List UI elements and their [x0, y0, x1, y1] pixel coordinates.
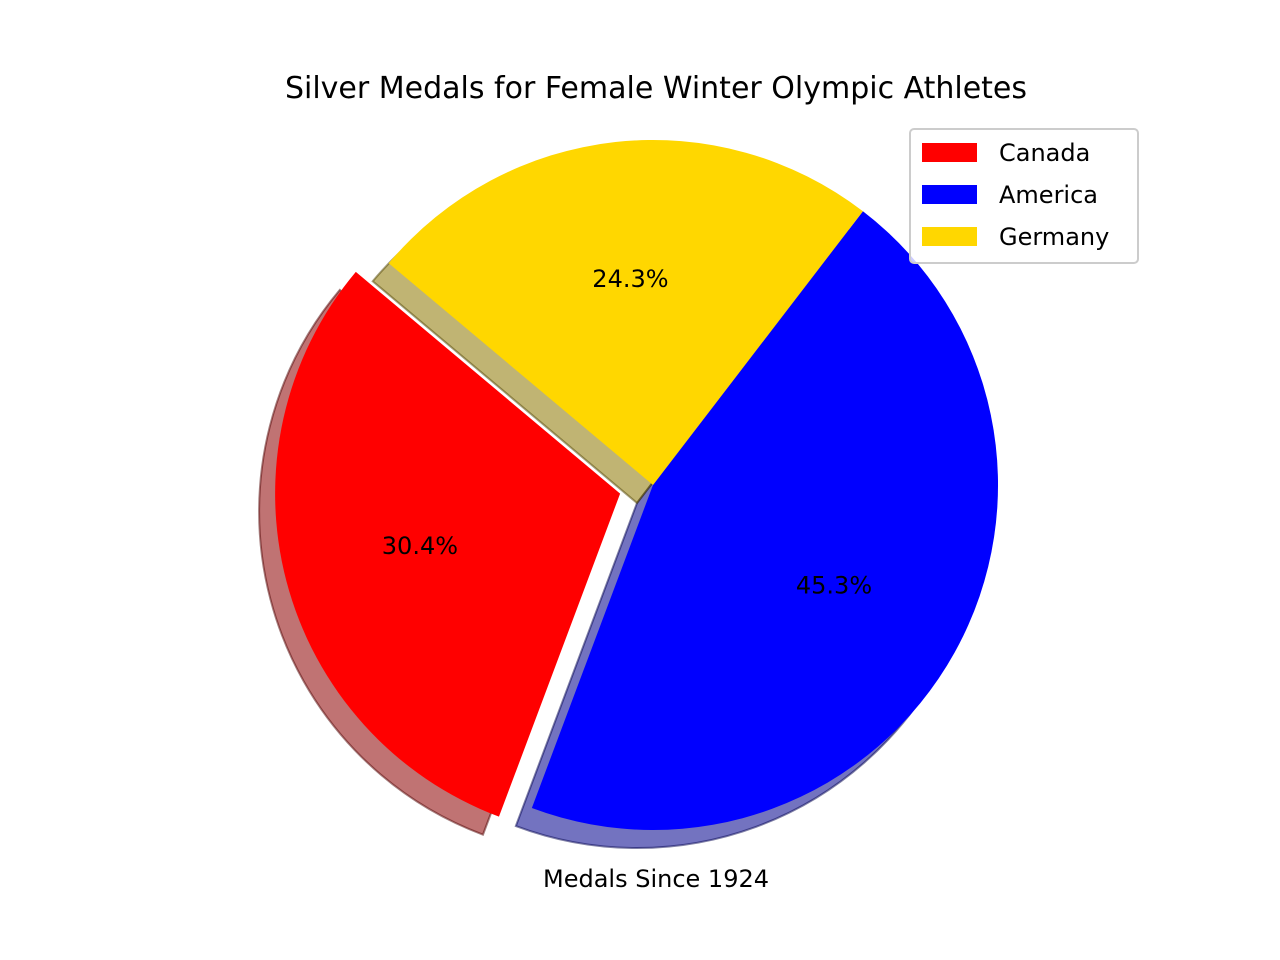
slice-germany [388, 139, 863, 485]
pie-slices [275, 139, 999, 831]
legend-label-germany: Germany [999, 223, 1109, 251]
x-axis-label: Medals Since 1924 [543, 865, 769, 893]
slice-america [531, 211, 999, 831]
pct-label-germany: 24.3% [592, 265, 668, 293]
legend-swatch-america [922, 185, 977, 204]
legend-swatch-germany [922, 227, 977, 246]
legend-swatch-canada [922, 143, 977, 162]
legend: Canada America Germany [909, 128, 1139, 264]
pct-label-canada: 30.4% [382, 532, 458, 560]
pct-label-america: 45.3% [796, 571, 872, 599]
percentage-labels: 30.4% 45.3% 24.3% [382, 265, 872, 599]
chart-title: Silver Medals for Female Winter Olympic … [285, 71, 1027, 106]
slice-canada [275, 271, 621, 817]
legend-label-canada: Canada [999, 139, 1090, 167]
legend-label-america: America [999, 181, 1098, 209]
